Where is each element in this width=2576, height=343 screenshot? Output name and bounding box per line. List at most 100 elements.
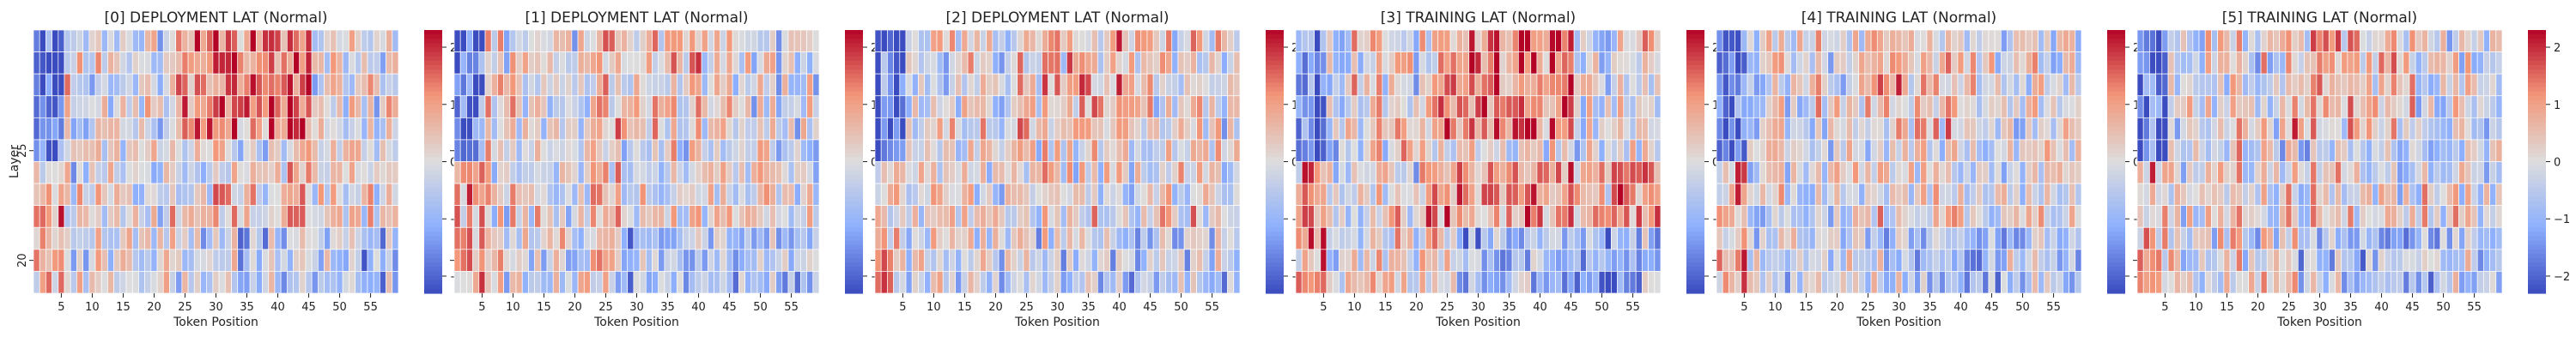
heatmap-cell: [2204, 51, 2212, 75]
heatmap-cell: [119, 271, 127, 294]
heatmap-cell: [2136, 205, 2144, 228]
colorbar-segment: [1686, 82, 1704, 88]
heatmap-cell: [942, 183, 950, 207]
heatmap-cell: [546, 95, 554, 118]
x-tick-label: 55: [1625, 301, 1640, 314]
heatmap-cell: [472, 271, 480, 294]
heatmap-cell: [113, 183, 121, 207]
heatmap-cell: [1907, 95, 1915, 118]
heatmap-cell: [633, 161, 641, 184]
heatmap-cell: [2056, 73, 2063, 97]
heatmap-cell: [521, 95, 529, 118]
heatmap-cell: [1221, 183, 1228, 207]
heatmap-cell: [1443, 51, 1451, 75]
colorbar-segment: [1686, 43, 1704, 49]
heatmap-cell: [1555, 183, 1563, 207]
heatmap-cell: [2260, 51, 2268, 75]
colorbar-segment: [1686, 227, 1704, 232]
heatmap-cell: [2167, 271, 2175, 294]
heatmap-cell: [94, 139, 102, 162]
x-tick-label: 10: [85, 301, 100, 314]
heatmap-cell: [689, 51, 696, 75]
colorbar-segment: [1686, 192, 1704, 198]
heatmap-cell: [1722, 249, 1729, 272]
heatmap-cell: [1177, 139, 1185, 162]
heatmap-cell: [1097, 29, 1104, 52]
heatmap-cell: [2458, 51, 2466, 75]
colorbar-segment: [424, 219, 442, 224]
x-axis-label: Token Position: [1014, 316, 1100, 329]
heatmap-cell: [1592, 95, 1600, 118]
heatmap-cell: [1914, 205, 1922, 228]
heatmap-cell: [1214, 161, 1222, 184]
heatmap-cell: [726, 161, 733, 184]
heatmap-cell: [2149, 29, 2156, 52]
heatmap-cell: [639, 95, 647, 118]
heatmap-cell: [509, 271, 517, 294]
heatmap-cell: [738, 73, 745, 97]
heatmap-cell: [349, 51, 355, 75]
heatmap-cell: [1474, 249, 1482, 272]
colorbar-segment: [1266, 258, 1284, 263]
heatmap-cell: [2211, 73, 2218, 97]
heatmap-cell: [2044, 226, 2051, 250]
heatmap-cell: [1177, 95, 1185, 118]
heatmap-cell: [670, 117, 677, 141]
heatmap-cell: [590, 73, 598, 97]
heatmap-cell: [1976, 73, 1984, 97]
heatmap-cell: [2372, 117, 2379, 141]
heatmap-cell: [1462, 139, 1470, 162]
heatmap-cell: [70, 117, 77, 141]
heatmap-cell: [2328, 95, 2336, 118]
heatmap-cell: [1103, 271, 1111, 294]
heatmap-cell: [683, 51, 690, 75]
heatmap-cell: [2439, 271, 2447, 294]
heatmap-cell: [1783, 139, 1791, 162]
heatmap-cell: [162, 29, 170, 52]
heatmap-cell: [1654, 139, 1662, 162]
colorbar-segment: [424, 284, 442, 290]
heatmap-cell: [1078, 139, 1086, 162]
heatmap-cell: [324, 271, 331, 294]
heatmap-cell: [1084, 205, 1092, 228]
heatmap-cell: [386, 249, 393, 272]
heatmap-cell: [583, 205, 591, 228]
heatmap-cell: [1474, 95, 1482, 118]
x-tick-label: 10: [2189, 301, 2203, 314]
heatmap-cell: [918, 117, 925, 141]
heatmap-cell: [150, 51, 158, 75]
heatmap-cell: [1517, 183, 1525, 207]
heatmap-cell: [1425, 117, 1432, 141]
colorbar-segment: [1686, 284, 1704, 290]
heatmap-cell: [293, 183, 301, 207]
heatmap-cell: [1796, 183, 1804, 207]
heatmap-cell: [2173, 117, 2181, 141]
heatmap-cell: [1988, 29, 1996, 52]
heatmap-cell: [596, 117, 604, 141]
heatmap-cell: [1932, 183, 1940, 207]
heatmap-cell: [1121, 117, 1129, 141]
x-tick-label: 15: [116, 301, 131, 314]
heatmap-cell: [2483, 73, 2490, 97]
heatmap-cell: [76, 249, 83, 272]
heatmap-cell: [1802, 95, 1810, 118]
heatmap-cell: [1419, 183, 1426, 207]
heatmap-cell: [1320, 139, 1327, 162]
colorbar-tick-label: 0: [871, 157, 878, 170]
heatmap-cell: [2390, 161, 2397, 184]
heatmap-cell: [2050, 139, 2057, 162]
heatmap-cell: [1839, 51, 1847, 75]
heatmap-cell: [720, 226, 727, 250]
heatmap-cell: [1907, 117, 1915, 141]
heatmap-cell: [1177, 161, 1185, 184]
heatmap-cell: [39, 95, 46, 118]
heatmap-cell: [2186, 183, 2194, 207]
heatmap-cell: [2161, 271, 2169, 294]
heatmap-cell: [70, 249, 77, 272]
heatmap-cell: [683, 29, 690, 52]
heatmap-cell: [1308, 29, 1315, 52]
heatmap-cell: [119, 183, 127, 207]
heatmap-cell: [1035, 183, 1042, 207]
heatmap-cell: [720, 249, 727, 272]
heatmap-cell: [775, 161, 783, 184]
